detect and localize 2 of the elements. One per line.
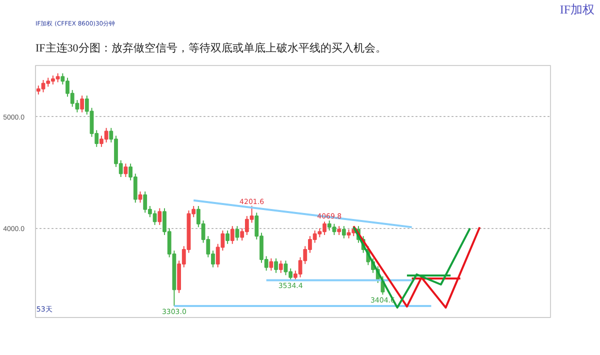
text: IF加权 (560, 2, 594, 16)
chart-title: IF主连30分图：放弃做空信号，等待双底或单底上破水平线的买入机会。 (36, 42, 386, 54)
